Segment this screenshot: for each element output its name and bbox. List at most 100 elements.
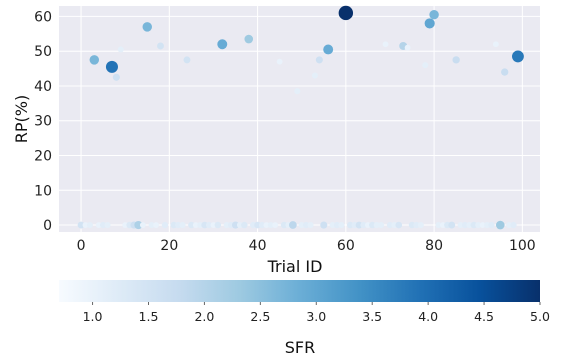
data-point [210,222,217,228]
y-tick-label: 30 [34,114,52,130]
data-point [192,222,199,228]
data-point [338,222,345,229]
colorbar-tick-label: 4.5 [474,309,494,324]
data-point [201,221,208,229]
data-point [333,221,341,229]
data-point [435,222,442,229]
data-point [117,46,124,53]
data-point [488,221,495,229]
colorbar-label: SFR [285,338,315,357]
data-point [417,222,424,229]
colorbar [59,280,540,302]
data-point [470,221,478,229]
data-point [89,55,100,65]
data-point [408,221,416,229]
data-point [302,221,310,229]
data-point [272,222,279,228]
data-point [475,222,482,229]
data-point [112,73,120,81]
data-point [329,222,336,229]
data-point [439,222,446,228]
y-tick-label: 20 [34,149,52,165]
colorbar-tick-labels: 1.0 1.5 2.0 2.5 3.0 3.5 4.0 4.5 5.0 [83,302,550,324]
data-point [395,221,403,229]
x-tick-label: 60 [337,238,355,254]
data-point [347,221,354,229]
y-tick-labels: 0 10 20 30 40 50 60 [34,9,52,234]
y-axis-label: RP(%) [12,95,31,143]
data-point [267,222,274,229]
x-tick-label: 80 [425,238,443,254]
data-point [364,222,371,228]
data-point [183,56,191,64]
data-point [86,222,93,229]
data-point [320,221,328,229]
data-point [307,222,314,229]
colorbar-tick-label: 4.0 [418,309,438,324]
data-point [153,222,160,228]
data-point [175,221,182,229]
colorbar-tick-label: 5.0 [530,309,550,324]
data-point [294,88,301,95]
data-point [142,22,152,32]
x-tick-label: 100 [509,238,536,254]
data-point [413,221,420,229]
y-tick-label: 60 [34,9,52,25]
data-point [95,222,102,228]
data-point [236,222,243,229]
data-point [369,221,376,229]
data-point [254,221,261,229]
data-point [373,222,380,229]
data-point [484,222,491,229]
data-point [205,221,213,229]
data-point [422,62,429,69]
x-tick-labels: 0 20 40 60 80 100 [77,238,536,254]
data-point [139,222,146,228]
y-tick-label: 40 [34,79,52,95]
data-points [77,5,524,230]
data-point [134,220,143,230]
data-point [99,221,107,229]
colorbar-tick-label: 1.0 [83,309,103,324]
data-point [323,44,334,55]
colorbar-tick-label: 2.0 [194,309,214,324]
data-point [276,58,283,65]
x-tick-label: 20 [160,238,178,254]
x-tick-label: 0 [77,238,86,254]
data-point [244,34,254,44]
data-point [510,221,517,229]
y-tick-label: 10 [34,183,52,199]
data-point [217,39,228,50]
data-point [223,222,230,229]
data-point [170,221,177,229]
data-point [280,221,288,229]
data-point [231,221,240,229]
data-point [104,222,111,229]
data-point [386,221,394,229]
y-tick-label: 50 [34,44,52,60]
colorbar-tick-label: 1.5 [139,309,159,324]
data-point [179,222,186,229]
data-point [466,222,473,229]
data-point [311,72,318,79]
data-point [457,222,464,229]
plot-area [59,6,540,232]
data-point [289,221,297,229]
data-point [298,222,305,229]
x-tick-label: 40 [249,238,267,254]
data-point [122,222,129,228]
data-point [501,68,509,76]
data-point [506,222,513,229]
data-point [214,221,222,229]
data-point [404,44,411,51]
data-point [315,56,323,64]
data-point [461,221,469,229]
data-point [452,56,460,64]
data-point [512,50,524,63]
x-axis-label: Trial ID [267,257,323,276]
data-point [429,9,439,20]
data-point [479,222,486,228]
data-point [161,221,169,229]
grid-lines [59,6,540,232]
